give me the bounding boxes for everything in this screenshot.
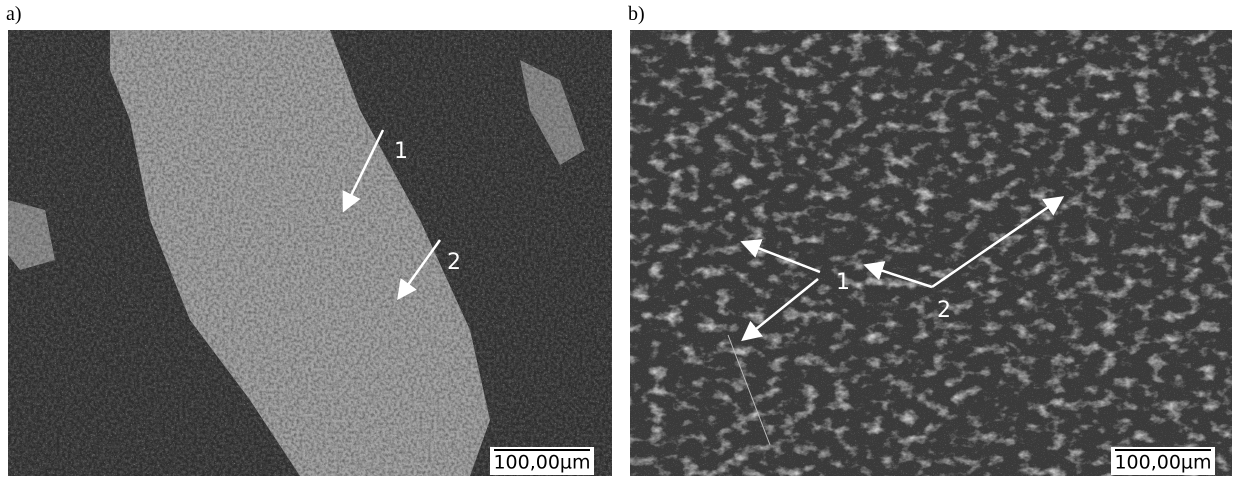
panel-label: b) — [628, 3, 645, 25]
callout: 2 — [937, 298, 951, 323]
callout: 1 — [836, 270, 850, 295]
scale-bar-label: 100,00µm — [1114, 452, 1211, 474]
panel-label: a) — [6, 3, 22, 25]
scale-bar-label: 100,00µm — [493, 452, 590, 474]
callout: 1 — [394, 139, 408, 164]
page: a) 1 2 100,00µm b) 1 2 100,00µm (() => {… — [0, 0, 1234, 477]
figure: a) 1 2 100,00µm b) 1 2 100,00µm — [0, 0, 1234, 477]
texture — [630, 30, 1232, 476]
panel-a: a) 1 2 100,00µm — [6, 3, 612, 476]
callout: 2 — [447, 250, 461, 275]
panel-b: b) 1 2 100,00µm — [628, 3, 1232, 476]
texture — [8, 30, 612, 476]
